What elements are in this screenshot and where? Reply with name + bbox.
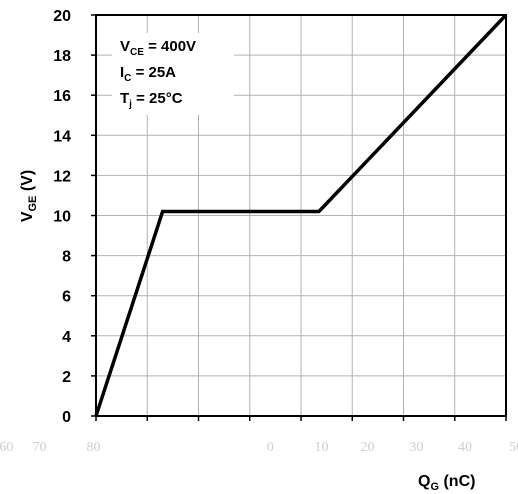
y-tick-label: 0 — [62, 409, 71, 426]
x-axis-label-sub: G — [430, 481, 439, 493]
x-tick-label: 70 — [33, 440, 47, 455]
x-ticks: 60 70 80 0 10 20 30 40 50 — [0, 416, 518, 455]
y-tick-label: 18 — [53, 48, 71, 65]
condition-line: VCE = 400V — [120, 38, 196, 58]
condition-symbol: I — [120, 64, 124, 81]
condition-value: = 400V — [144, 38, 196, 55]
condition-value: = 25°C — [132, 90, 183, 107]
condition-subscript: j — [128, 99, 132, 110]
y-tick-label: 2 — [62, 369, 71, 386]
y-ticks: 0 2 4 6 8 10 12 14 16 18 20 — [53, 8, 96, 426]
y-tick-label: 6 — [62, 289, 71, 306]
y-tick-label: 20 — [53, 8, 71, 25]
y-axis-label-main: V — [19, 211, 36, 222]
y-tick-label: 12 — [53, 168, 71, 185]
condition-symbol: V — [120, 38, 130, 55]
y-tick-label: 14 — [53, 128, 71, 145]
y-axis-label-unit: (V) — [19, 170, 36, 196]
x-axis-label-unit: (nC) — [439, 473, 475, 490]
x-tick-label: 10 — [315, 440, 329, 455]
condition-line: IC = 25A — [120, 64, 176, 84]
x-axis-label: QG (nC) — [418, 473, 475, 493]
condition-subscript: C — [124, 73, 131, 84]
annotation-box — [112, 33, 234, 115]
y-tick-label: 8 — [62, 249, 71, 266]
x-tick-label: 80 — [86, 440, 100, 455]
vge-curve — [94, 13, 508, 417]
x-tick-label: 40 — [458, 440, 472, 455]
x-tick-label: 20 — [361, 440, 375, 455]
y-axis-label-sub: GE — [27, 196, 39, 212]
y-tick-label: 16 — [53, 88, 71, 105]
y-tick-label: 4 — [62, 329, 71, 346]
condition-symbol: T — [120, 90, 129, 107]
x-tick-label: 0 — [267, 440, 274, 455]
condition-value: = 25A — [131, 64, 176, 81]
x-tick-label: 60 — [0, 440, 13, 455]
y-tick-label: 10 — [53, 209, 71, 226]
y-axis-label: VGE (V) — [19, 170, 39, 222]
condition-line: Tj = 25°C — [120, 90, 183, 110]
x-tick-label: 30 — [409, 440, 423, 455]
x-tick-label: 50 — [509, 440, 518, 455]
condition-subscript: CE — [130, 47, 144, 58]
x-axis-label-main: Q — [418, 473, 430, 490]
